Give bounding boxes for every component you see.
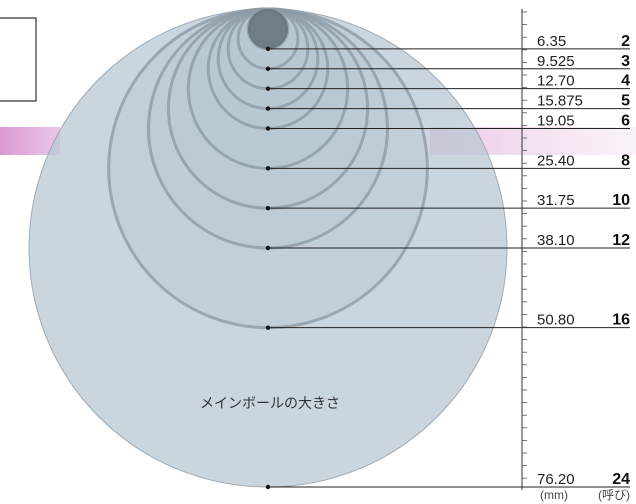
unit-nominal: (呼び) bbox=[598, 488, 630, 502]
nominal-label-2: 2 bbox=[621, 33, 630, 50]
nominal-label-8: 8 bbox=[621, 152, 630, 169]
diameter-label-24: 76.20 bbox=[537, 471, 575, 488]
corner-box bbox=[0, 17, 37, 102]
nominal-label-6: 6 bbox=[621, 113, 630, 130]
nominal-label-12: 12 bbox=[612, 232, 630, 249]
leader-group bbox=[265, 46, 630, 490]
diameter-label-2: 6.35 bbox=[537, 33, 566, 50]
diameter-label-10: 31.75 bbox=[537, 192, 575, 209]
diameter-label-6: 19.05 bbox=[537, 113, 575, 130]
nominal-label-10: 10 bbox=[612, 192, 630, 209]
diameter-label-3: 9.525 bbox=[537, 53, 575, 70]
diameter-label-12: 38.10 bbox=[537, 232, 575, 249]
diameter-label-5: 15.875 bbox=[537, 93, 583, 110]
nominal-label-3: 3 bbox=[621, 53, 630, 70]
nominal-label-4: 4 bbox=[621, 73, 630, 90]
smallest-ball-shade bbox=[248, 9, 288, 49]
nominal-label-24: 24 bbox=[612, 471, 630, 488]
diameter-label-4: 12.70 bbox=[537, 73, 575, 90]
nominal-label-16: 16 bbox=[612, 312, 630, 329]
unit-diameter: (mm) bbox=[540, 488, 568, 502]
nominal-label-5: 5 bbox=[621, 93, 630, 110]
diameter-label-8: 25.40 bbox=[537, 152, 575, 169]
label-group: 6.35 2 9.525 3 12.70 4 15.875 5 19.05 6 25.40 8 31.7… bbox=[537, 33, 630, 488]
caption: メインボールの大きさ bbox=[200, 396, 340, 412]
diameter-label-16: 50.80 bbox=[537, 312, 575, 329]
ruler bbox=[521, 9, 527, 490]
